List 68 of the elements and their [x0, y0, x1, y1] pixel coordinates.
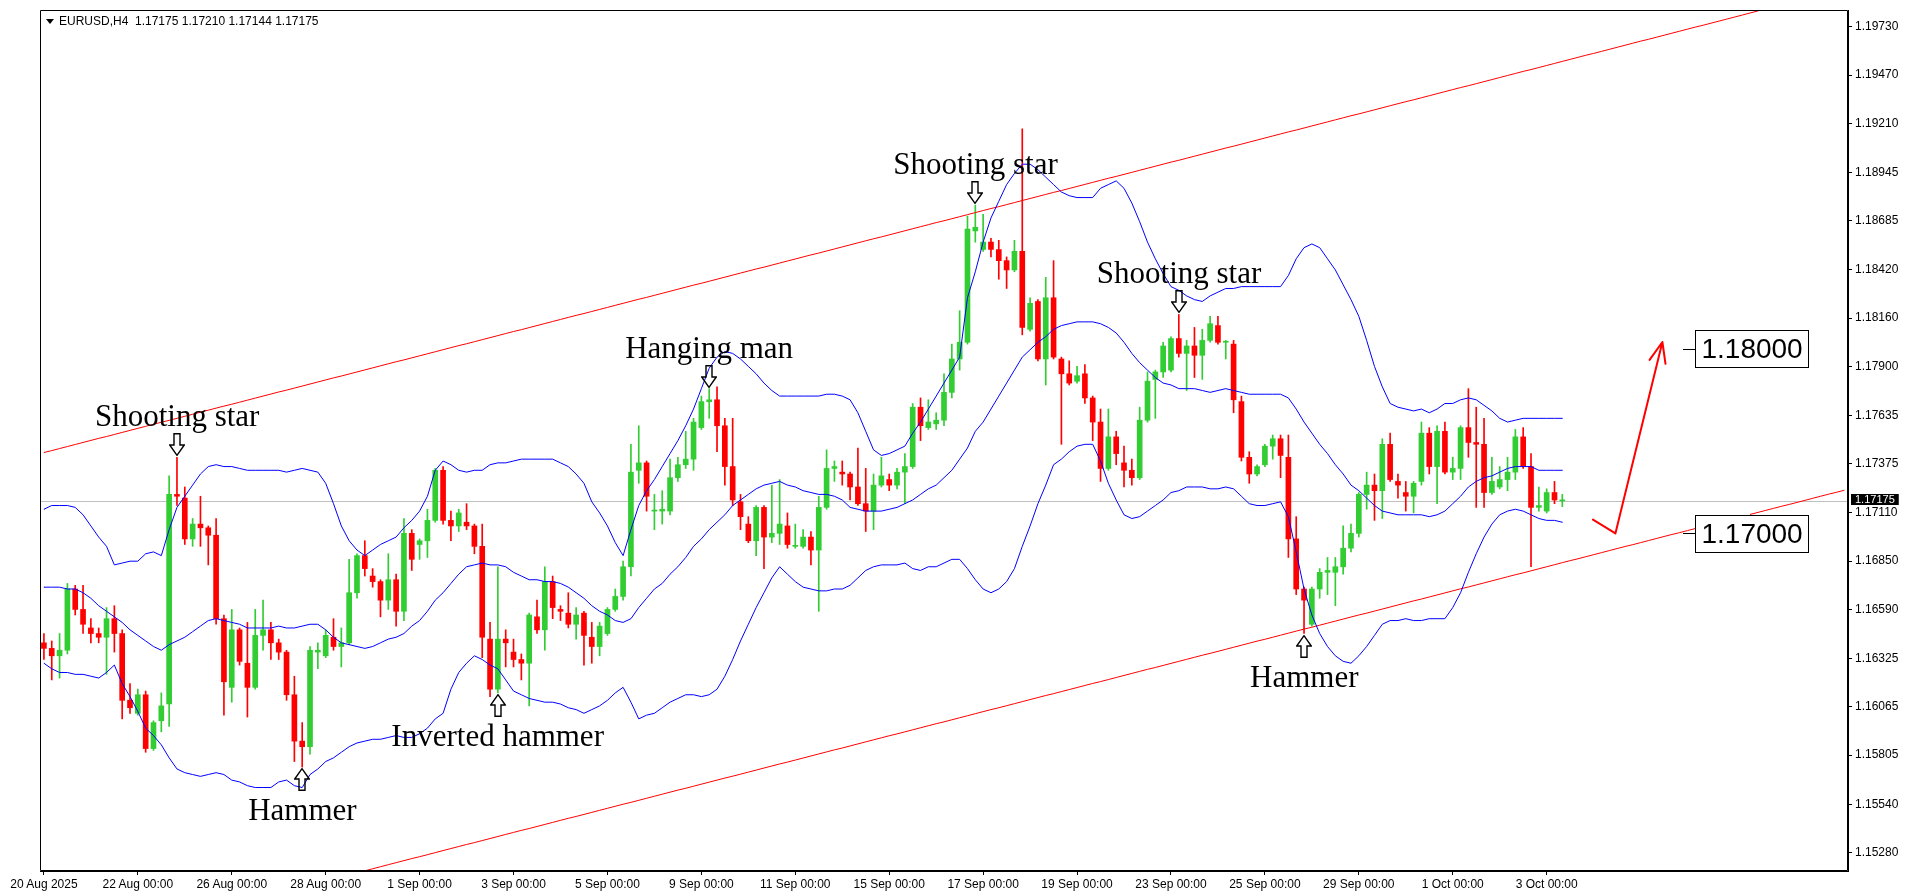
- annotation: Shooting star: [1096, 255, 1262, 291]
- candlestick: [1449, 456, 1456, 480]
- x-tick-label: 29 Sep 00:00: [1323, 876, 1395, 891]
- x-tick-label: 22 Aug 00:00: [102, 876, 174, 891]
- candlestick: [635, 425, 642, 484]
- y-tick-label: 1.16590: [1855, 601, 1899, 616]
- candlestick: [706, 388, 713, 419]
- candlestick: [41, 633, 47, 660]
- x-tick-label: 11 Sep 00:00: [760, 876, 831, 891]
- x-tick-label: 9 Sep 00:00: [669, 876, 735, 891]
- annotation: Hammer: [248, 792, 357, 828]
- x-tick-label: 15 Sep 00:00: [853, 876, 926, 891]
- candlestick: [1395, 473, 1401, 499]
- candlestick: [174, 456, 180, 506]
- y-tick-label: 1.15280: [1855, 844, 1899, 859]
- candlestick: [88, 618, 94, 644]
- y-tick-label: 1.19470: [1855, 67, 1899, 82]
- annotation: Hammer: [1250, 658, 1359, 694]
- y-tick-label: 1.19730: [1855, 19, 1899, 34]
- y-tick-label: 1.16850: [1855, 553, 1899, 568]
- candlestick: [502, 629, 509, 668]
- y-tick-label: 1.17635: [1855, 407, 1899, 422]
- candlestick: [1536, 486, 1542, 512]
- x-tick-label: 1 Oct 00:00: [1421, 876, 1485, 891]
- x-tick-label: 1 Sep 00:00: [387, 876, 453, 891]
- candlestick: [972, 204, 979, 243]
- candlestick: [933, 412, 939, 430]
- y-tick-label: 1.19210: [1855, 115, 1899, 130]
- x-tick-label: 26 Aug 00:00: [196, 876, 268, 891]
- annotation: 1.17000: [1695, 514, 1809, 553]
- y-tick-label: 1.15540: [1855, 796, 1899, 811]
- annotation: Inverted hammer: [391, 717, 604, 753]
- chart-title: EURUSD,H4 1.17175 1.17210 1.17144 1.17175: [59, 14, 319, 29]
- y-tick-label: 1.17900: [1855, 358, 1899, 373]
- x-tick-label: 28 Aug 00:00: [290, 876, 362, 891]
- y-tick-label: 1.15805: [1855, 747, 1899, 762]
- y-tick-label: 1.17375: [1855, 456, 1899, 471]
- y-tick-label: 1.17110: [1855, 505, 1898, 520]
- candlestick: [768, 484, 775, 543]
- y-tick-label: 1.18685: [1855, 213, 1899, 228]
- candlestick: [1121, 445, 1127, 488]
- candlestick: [792, 523, 799, 549]
- x-tick-label: 5 Sep 00:00: [575, 876, 641, 891]
- y-tick-label: 1.18420: [1855, 262, 1899, 277]
- candlestick: [299, 722, 306, 768]
- x-tick-label: 19 Sep 00:00: [1041, 876, 1114, 891]
- candlestick: [1473, 406, 1480, 508]
- candlestick: [588, 622, 595, 664]
- x-tick-label: 3 Sep 00:00: [481, 876, 547, 891]
- y-tick-label: 1.16325: [1855, 650, 1899, 665]
- y-tick-label: 1.16065: [1855, 699, 1899, 714]
- annotation: Hanging man: [625, 329, 794, 365]
- candlestick: [448, 510, 454, 542]
- x-tick-label: 25 Sep 00:00: [1229, 876, 1301, 891]
- candlestick: [682, 430, 689, 469]
- candlestick: [205, 525, 212, 566]
- candlestick: [1402, 481, 1409, 512]
- x-tick-label: 23 Sep 00:00: [1135, 876, 1207, 891]
- candlestick: [1222, 340, 1229, 360]
- x-tick-label: 20 Aug 2025: [10, 876, 78, 891]
- candlestick: [902, 453, 908, 505]
- y-tick-label: 1.18945: [1855, 164, 1899, 179]
- x-tick-label: 3 Oct 00:00: [1515, 876, 1579, 891]
- ref-line-label: 1.17175: [1855, 492, 1895, 505]
- annotation: 1.18000: [1695, 330, 1809, 369]
- y-tick-label: 1.18160: [1855, 310, 1899, 325]
- candlestick: [260, 599, 266, 651]
- x-tick-label: 17 Sep 00:00: [947, 876, 1020, 891]
